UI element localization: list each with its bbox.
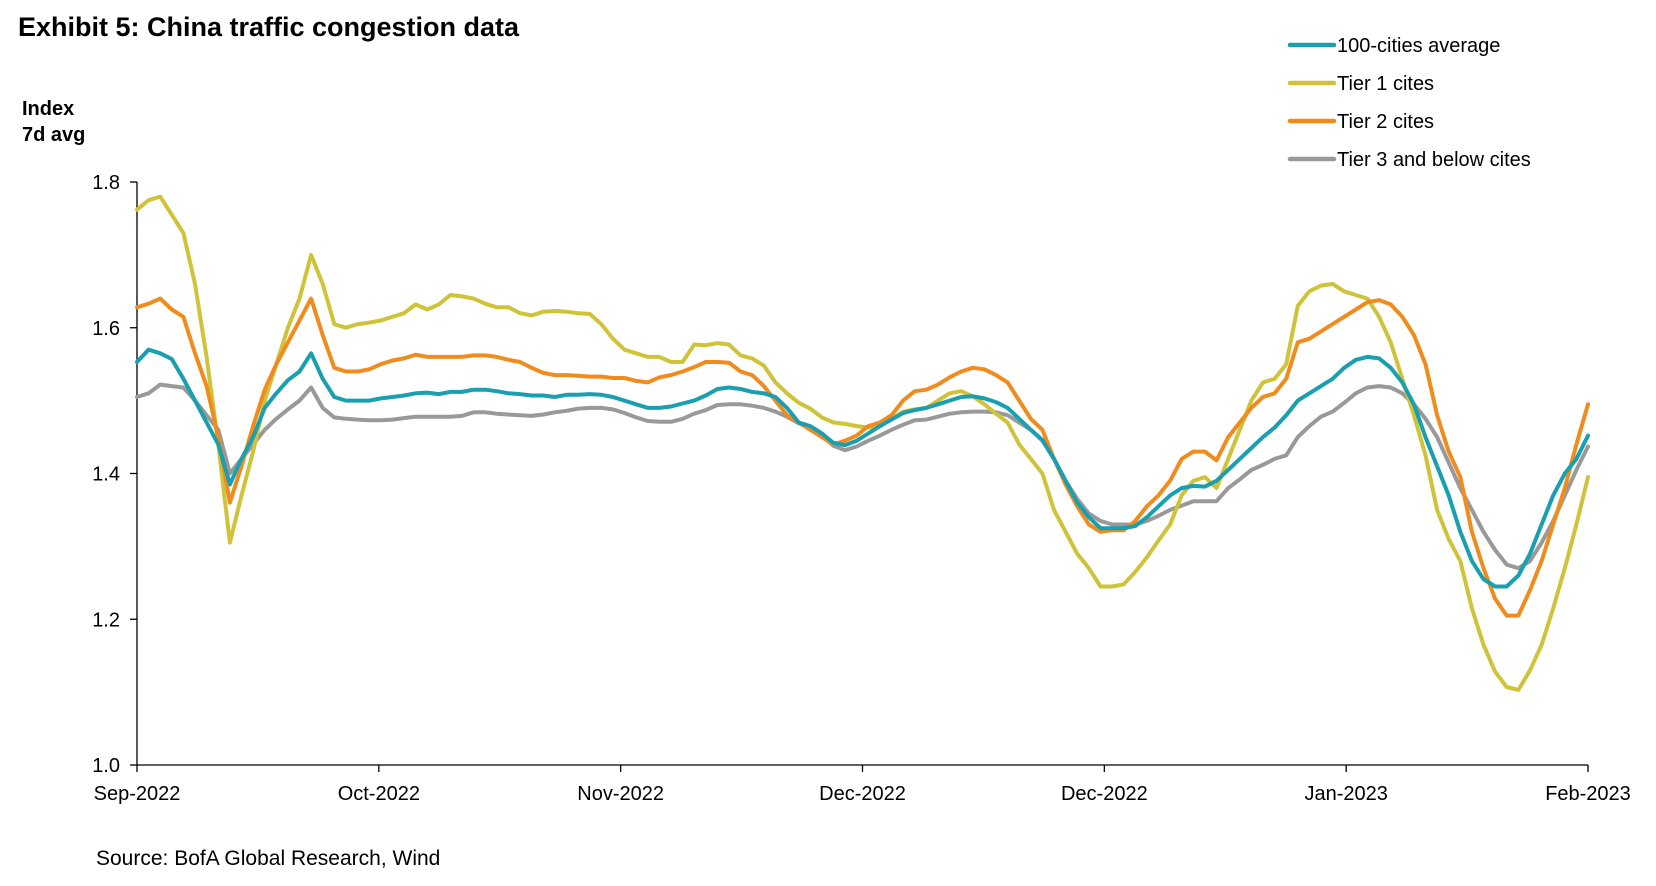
x-tick-label: Dec-2022	[819, 783, 906, 805]
legend-label: Tier 2 cites	[1337, 111, 1434, 133]
x-tick-label: Jan-2023	[1304, 783, 1387, 805]
series-line	[135, 382, 1590, 571]
legend-label: 100-cities average	[1337, 35, 1500, 57]
source-note: Source: BofA Global Research, Wind	[96, 847, 441, 870]
y-tick-label: 1.0	[92, 755, 120, 777]
y-axis-label: Index 7d avg	[22, 96, 85, 148]
series-line	[135, 296, 1590, 618]
y-axis-label-line-1: Index	[22, 98, 75, 120]
x-tick-label: Sep-2022	[94, 783, 181, 805]
y-tick-label: 1.4	[92, 464, 120, 486]
y-tick-label: 1.2	[92, 609, 120, 631]
y-tick-label: 1.6	[92, 318, 120, 340]
x-tick-label: Feb-2023	[1545, 783, 1631, 805]
series-line	[135, 194, 1590, 692]
series-line	[135, 347, 1590, 589]
legend-label: Tier 3 and below cites	[1337, 149, 1531, 171]
chart-title: Exhibit 5: China traffic congestion data	[18, 12, 520, 42]
y-axis-label-line-2: 7d avg	[22, 124, 86, 146]
x-tick-label: Dec-2022	[1061, 783, 1148, 805]
x-tick-label: Oct-2022	[338, 783, 420, 805]
y-tick-label: 1.8	[92, 172, 120, 194]
legend-label: Tier 1 cites	[1337, 73, 1434, 95]
x-tick-label: Nov-2022	[577, 783, 664, 805]
